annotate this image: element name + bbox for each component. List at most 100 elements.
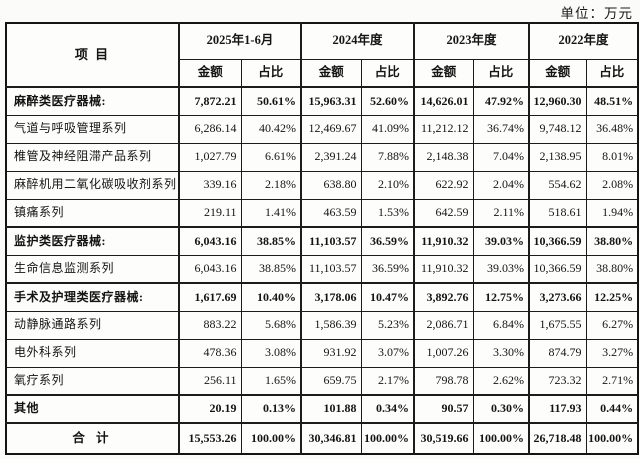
ratio-cell: 1.94%: [585, 198, 639, 228]
amount-header: 金额: [178, 58, 242, 88]
amount-cell: 622.92: [413, 170, 474, 200]
ratio-cell: 48.51%: [585, 86, 639, 116]
amount-header: 金额: [413, 58, 474, 88]
ratio-cell: 2.62%: [472, 366, 530, 396]
amount-cell: 14,626.01: [413, 86, 474, 116]
ratio-cell: 36.59%: [360, 254, 415, 284]
amount-cell: 11,103.57: [300, 226, 362, 256]
ratio-header: 占比: [240, 58, 302, 88]
amount-cell: 101.88: [300, 394, 362, 424]
row-label: 麻醉机用二氧化碳吸收剂系列: [5, 170, 180, 200]
ratio-cell: 5.68%: [240, 310, 302, 340]
amount-cell: 2,148.38: [413, 142, 474, 172]
amount-cell: 12,960.30: [528, 86, 587, 116]
ratio-cell: 39.03%: [472, 226, 530, 256]
row-label: 电外科系列: [5, 338, 180, 368]
row-label: 其他: [5, 394, 180, 424]
ratio-cell: 0.34%: [360, 394, 415, 424]
ratio-cell: 3.08%: [240, 338, 302, 368]
row-label: 合 计: [5, 422, 180, 455]
ratio-cell: 1.65%: [240, 366, 302, 396]
item-column-header: 项 目: [5, 22, 180, 88]
ratio-cell: 7.88%: [360, 142, 415, 172]
ratio-cell: 100.00%: [472, 422, 530, 455]
amount-cell: 554.62: [528, 170, 587, 200]
ratio-cell: 12.75%: [472, 282, 530, 312]
ratio-header: 占比: [472, 58, 530, 88]
ratio-cell: 2.17%: [360, 366, 415, 396]
table-row: 麻醉机用二氧化碳吸收剂系列 339.16 2.18% 638.80 2.10% 622.9…: [5, 170, 639, 200]
amount-cell: 117.93: [528, 394, 587, 424]
ratio-cell: 41.09%: [360, 114, 415, 144]
table-row: 其他 20.19 0.13% 101.88 0.34% 90.57 0.30% 117.93 0…: [5, 394, 639, 424]
amount-cell: 339.16: [178, 170, 242, 200]
table-row: 气道与呼吸管理系列 6,286.14 40.42% 12,469.67 41.09% 11…: [5, 114, 639, 144]
ratio-cell: 100.00%: [585, 422, 639, 455]
amount-cell: 2,138.95: [528, 142, 587, 172]
amount-cell: 931.92: [300, 338, 362, 368]
amount-cell: 2,391.24: [300, 142, 362, 172]
amount-cell: 463.59: [300, 198, 362, 228]
ratio-cell: 3.27%: [585, 338, 639, 368]
ratio-cell: 5.23%: [360, 310, 415, 340]
ratio-cell: 1.41%: [240, 198, 302, 228]
table-row: 镇痛系列 219.11 1.41% 463.59 1.53% 642.59 2.11% 518…: [5, 198, 639, 228]
period-header-2024: 2024年度: [300, 22, 415, 60]
ratio-cell: 6.61%: [240, 142, 302, 172]
amount-cell: 6,043.16: [178, 226, 242, 256]
amount-cell: 1,586.39: [300, 310, 362, 340]
amount-cell: 478.36: [178, 338, 242, 368]
ratio-cell: 38.85%: [240, 226, 302, 256]
ratio-cell: 39.03%: [472, 254, 530, 284]
ratio-cell: 38.80%: [585, 254, 639, 284]
ratio-cell: 2.18%: [240, 170, 302, 200]
ratio-cell: 3.30%: [472, 338, 530, 368]
row-label: 椎管及神经阻滞产品系列: [5, 142, 180, 172]
amount-cell: 883.22: [178, 310, 242, 340]
ratio-cell: 8.01%: [585, 142, 639, 172]
period-header-row: 项 目 2025年1-6月 2024年度 2023年度 2022年度: [5, 22, 639, 88]
amount-cell: 518.61: [528, 198, 587, 228]
amount-cell: 6,043.16: [178, 254, 242, 284]
amount-cell: 11,212.12: [413, 114, 474, 144]
revenue-breakdown-table: 项 目 2025年1-6月 2024年度 2023年度 2022年度 金额 占比…: [5, 22, 640, 455]
ratio-cell: 10.40%: [240, 282, 302, 312]
ratio-cell: 36.59%: [360, 226, 415, 256]
amount-cell: 874.79: [528, 338, 587, 368]
ratio-cell: 2.10%: [360, 170, 415, 200]
amount-cell: 1,027.79: [178, 142, 242, 172]
row-label: 监护类医疗器械:: [5, 226, 180, 256]
ratio-cell: 12.25%: [585, 282, 639, 312]
table-row: 椎管及神经阻滞产品系列 1,027.79 6.61% 2,391.24 7.88% 2,1…: [5, 142, 639, 172]
amount-cell: 20.19: [178, 394, 242, 424]
amount-cell: 256.11: [178, 366, 242, 396]
ratio-cell: 38.85%: [240, 254, 302, 284]
table-row: 生命信息监测系列 6,043.16 38.85% 11,103.57 36.59% 11,…: [5, 254, 639, 284]
amount-cell: 1,617.69: [178, 282, 242, 312]
ratio-cell: 100.00%: [240, 422, 302, 455]
table-row: 手术及护理类医疗器械: 1,617.69 10.40% 3,178.06 10.47% 3…: [5, 282, 639, 312]
table-row: 麻醉类医疗器械: 7,872.21 50.61% 15,963.31 52.60% 14,…: [5, 86, 639, 116]
ratio-cell: 6.84%: [472, 310, 530, 340]
amount-cell: 638.80: [300, 170, 362, 200]
amount-cell: 15,963.31: [300, 86, 362, 116]
amount-cell: 798.78: [413, 366, 474, 396]
amount-cell: 30,346.81: [300, 422, 362, 455]
amount-cell: 2,086.71: [413, 310, 474, 340]
table-row: 氧疗系列 256.11 1.65% 659.75 2.17% 798.78 2.62% 723…: [5, 366, 639, 396]
amount-cell: 30,519.66: [413, 422, 474, 455]
period-header-2025: 2025年1-6月: [177, 22, 302, 60]
ratio-header: 占比: [360, 58, 415, 88]
ratio-cell: 2.11%: [472, 198, 530, 228]
amount-cell: 10,366.59: [528, 226, 587, 256]
table-row: 动静脉通路系列 883.22 5.68% 1,586.39 5.23% 2,086.71 6…: [5, 310, 639, 340]
ratio-cell: 2.04%: [472, 170, 530, 200]
subheader-row: 金额 占比 金额 占比 金额 占比 金额 占比: [6, 58, 639, 88]
amount-cell: 12,469.67: [300, 114, 362, 144]
ratio-cell: 0.30%: [472, 394, 530, 424]
table-row: 监护类医疗器械: 6,043.16 38.85% 11,103.57 36.59% 11,…: [5, 226, 639, 256]
ratio-cell: 1.53%: [360, 198, 415, 228]
amount-cell: 11,910.32: [413, 226, 474, 256]
ratio-cell: 36.74%: [472, 114, 530, 144]
